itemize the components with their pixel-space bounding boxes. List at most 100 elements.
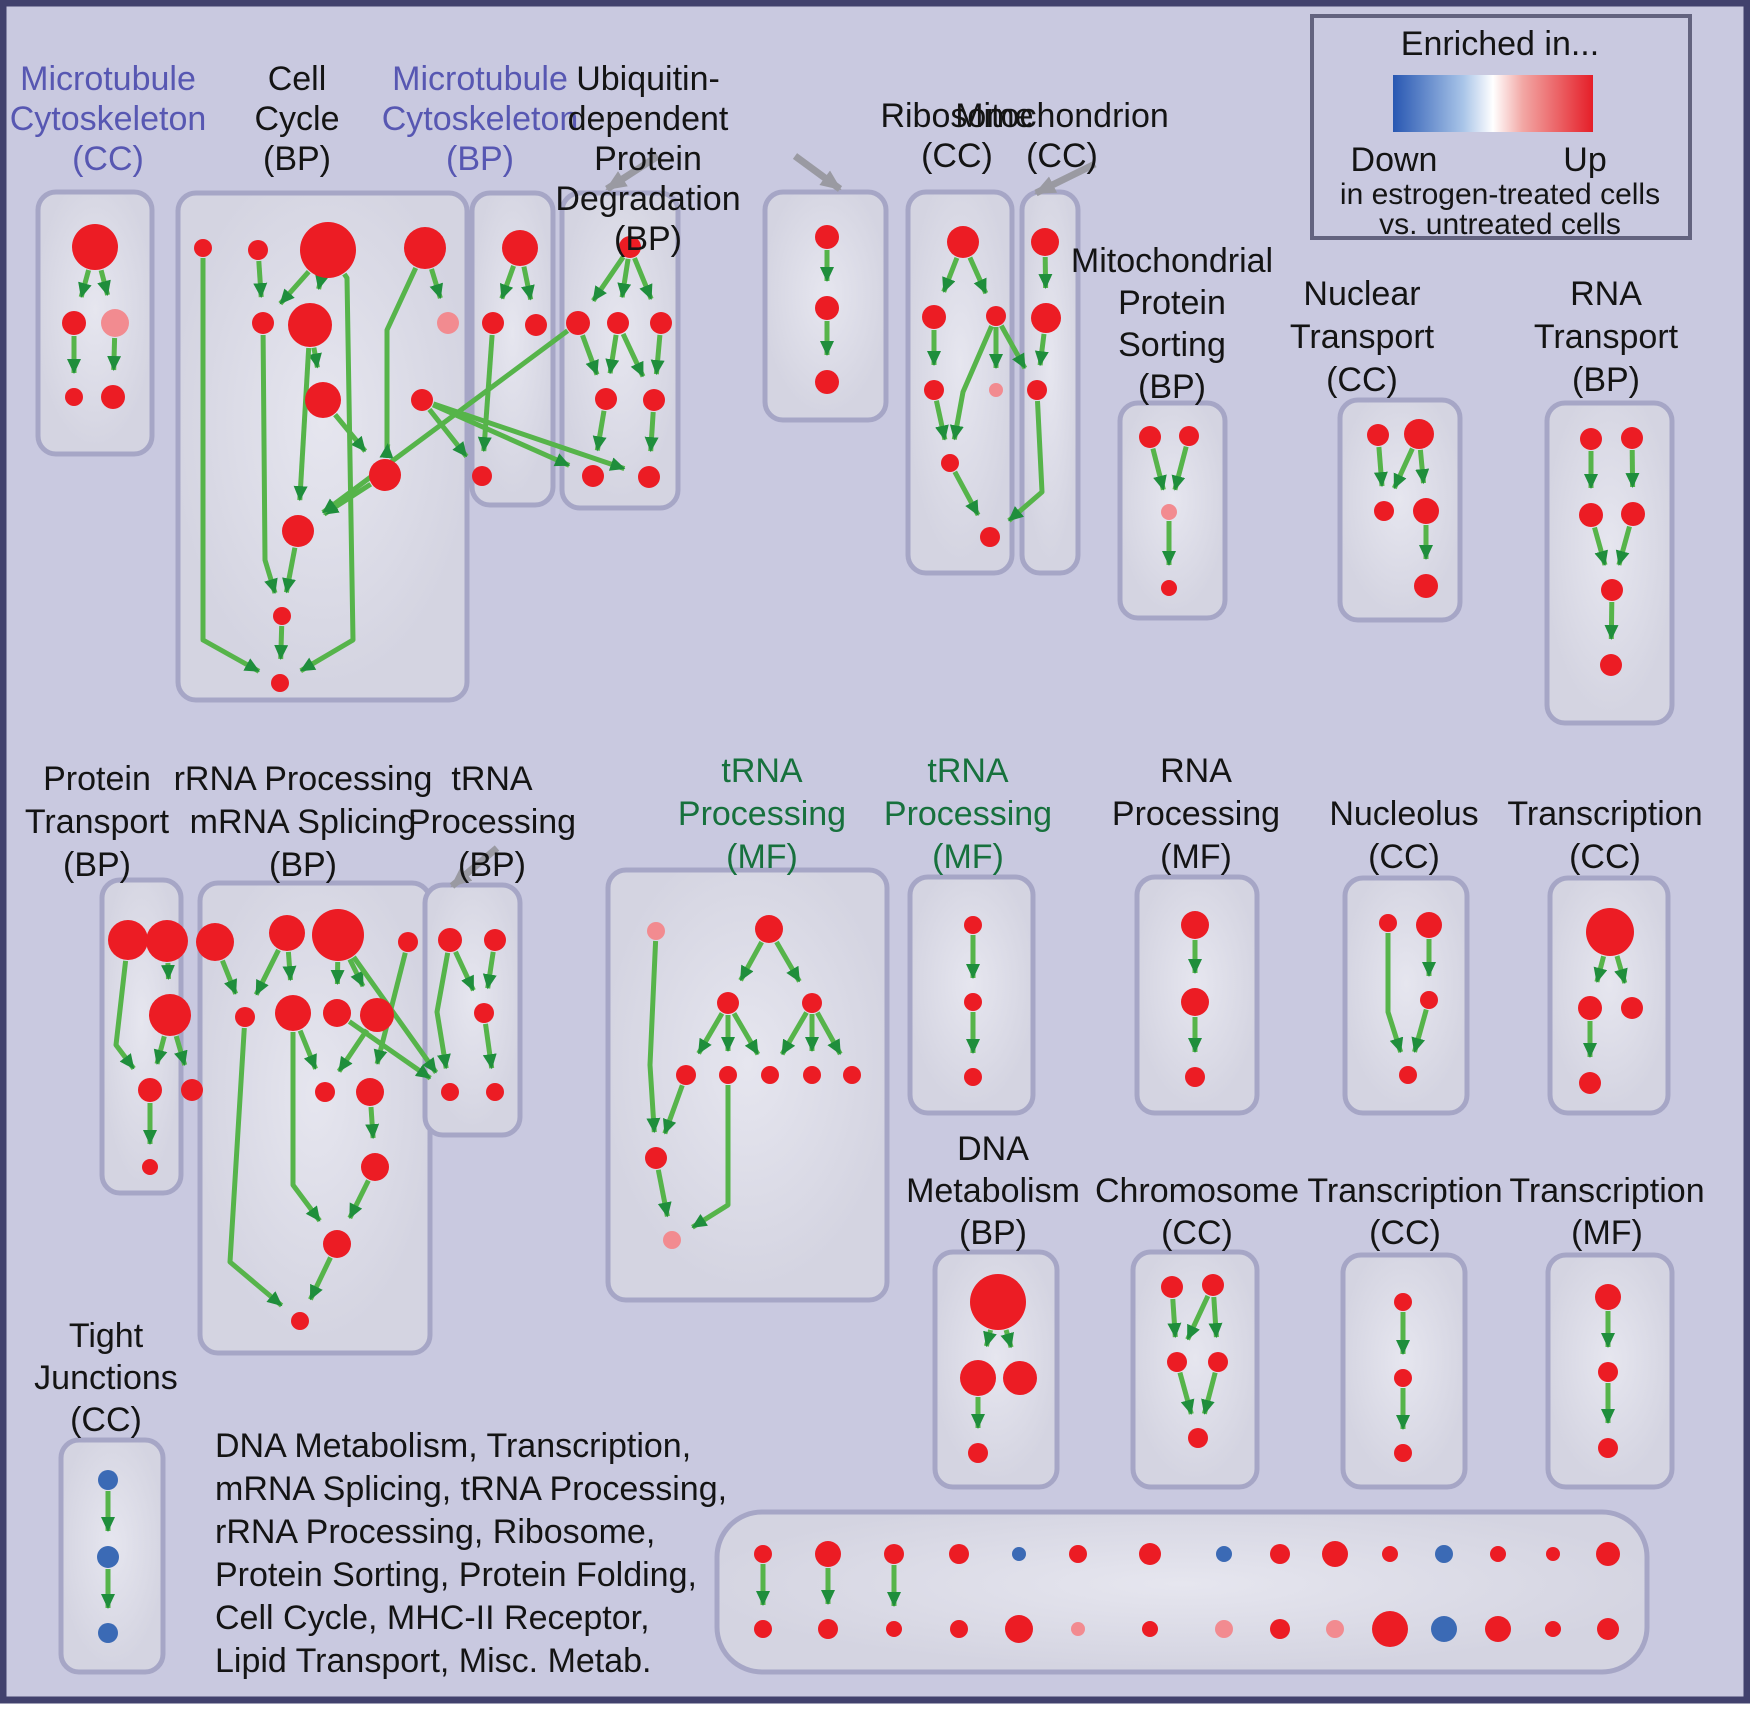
edge-nuc_t-TL-ML [1373, 446, 1388, 488]
mt_bp-MR-node [525, 314, 547, 336]
edge-mt_bp-T-MR [521, 266, 535, 301]
dna_met-label-line-2: Metabolism [906, 1172, 1080, 1210]
nuc_t-ML-node [1374, 501, 1394, 521]
nucleolus-TB-node [1416, 912, 1442, 938]
nuc_t-TL-node [1367, 424, 1389, 446]
trna_bp-BR-node [486, 1083, 504, 1101]
edge-rrna-M4-R3A [336, 1028, 369, 1073]
tight_j-label-line-1: Tight [69, 1317, 144, 1355]
prot_t-A2-node [146, 920, 188, 962]
mt_cc-ML-node [62, 311, 86, 335]
edge-prot_t-A2-B [160, 962, 175, 980]
ribosome-R3L-node [924, 380, 944, 400]
edge-cell_cycle-D-J [379, 266, 418, 459]
mito-label-line-1: Mitochondrion [955, 97, 1169, 135]
cell_cycle-I-node [411, 389, 433, 411]
ubi-T-node [619, 236, 641, 258]
mito-label-line-2: (CC) [1026, 137, 1098, 175]
edge-cell_cycle-L-M [274, 625, 289, 660]
edge-rrna-N3-M4 [347, 958, 366, 988]
edge-rrna-N2-M2 [282, 951, 297, 982]
edge-chromosome-TR-MR [1208, 1296, 1223, 1339]
edge-dna_met-T-MR [1000, 1329, 1014, 1349]
misc-t1-node [754, 1545, 772, 1563]
trna_mf_small-T-node [964, 916, 982, 934]
mt_bp-label-line-3: (BP) [446, 140, 514, 178]
prot_t-D-node [181, 1079, 203, 1101]
cell_cycle-J-node [369, 459, 401, 491]
misc-t6-node [1069, 1545, 1087, 1563]
prot_t-B-node [149, 994, 191, 1036]
edge-trna_mf_big-R1-CV [662, 1084, 685, 1135]
edge-dna_met-T-ML [983, 1329, 997, 1348]
label-pointer-arrow-2 [792, 153, 843, 192]
cell_cycle-H-node [305, 382, 341, 418]
edge-nucleolus-TS-B [1385, 933, 1404, 1054]
edge-cell_cycle-C-M [299, 272, 356, 673]
edge-ubi-T-R2L [591, 255, 626, 303]
rrna-box [197, 880, 433, 1356]
ribosome-T-node [947, 226, 979, 258]
mps-B-node [1161, 580, 1177, 596]
trna_mf_big-MR-node [802, 993, 822, 1013]
cell_cycle-D-node [404, 227, 446, 269]
edge-rrna-N2-M1 [253, 948, 281, 996]
edge-ubi-R2M-R3L [605, 334, 620, 375]
rna_t-label-line-1: RNA [1570, 275, 1642, 313]
rrna-N4-node [398, 932, 418, 952]
mt_bp-ML-node [482, 312, 504, 334]
rna_t-B-node [1600, 654, 1622, 676]
chromosome-label-line-2: (CC) [1161, 1214, 1233, 1252]
misc-t4-node [949, 1544, 969, 1564]
prot_t-E-node [142, 1159, 158, 1175]
mps-label-line-2: Protein [1118, 284, 1226, 322]
nuc_t-TR-node [1404, 419, 1434, 449]
legend-context-line-2: vs. untreated cells [1379, 208, 1621, 241]
tight_j-label-line-2: Junctions [34, 1359, 178, 1397]
edge-ubi-R2R-R3R [650, 334, 665, 376]
rrna-BOT-node [291, 1312, 309, 1330]
edge-ribosome-B1-B2 [952, 470, 981, 517]
ubi-R3L-node [595, 388, 617, 410]
ubi_chain-C2-node [815, 296, 839, 320]
cell_cycle-M-node [271, 674, 289, 692]
trans_mf-T-node [1595, 1284, 1621, 1310]
misc-t3-node [884, 1544, 904, 1564]
rrna-M4-node [360, 998, 394, 1032]
prot_t-C-node [138, 1078, 162, 1102]
edge-chromosome-MR-B [1201, 1371, 1218, 1415]
rrna-label-line-2: mRNA Splicing [190, 803, 417, 841]
edge-cell_cycle-A-M [200, 258, 261, 674]
rna_t-MR-node [1621, 502, 1645, 526]
trans_mf-M-node [1598, 1362, 1618, 1382]
ubi-label-line-5: (BP) [614, 220, 682, 258]
mito-B-node [1027, 380, 1047, 400]
cell_cycle-L-node [273, 607, 291, 625]
trna_bp-label-line-2: Processing [408, 803, 576, 841]
mito-M-node [1031, 303, 1061, 333]
edges-layer [67, 153, 1640, 1609]
edge-rrna-M1-BOT [227, 1027, 284, 1308]
trna_bp-BL-node [441, 1083, 459, 1101]
trans_cc2-M-node [1394, 1369, 1412, 1387]
dna_met-MR-node [1003, 1361, 1037, 1395]
rna_t-label-line-3: (BP) [1572, 361, 1640, 399]
rrna-M2-node [275, 995, 311, 1031]
mt_bp-B-node [472, 466, 492, 486]
ribosome-ML-node [922, 305, 946, 329]
nuc_t-B-node [1414, 574, 1438, 598]
trna_mf_big-label-line-2: Processing [678, 795, 846, 833]
prot_t-label-line-1: Protein [43, 760, 151, 798]
nucleolus-label-line-1: Nucleolus [1329, 795, 1478, 833]
edge-mito-M-B [1034, 333, 1049, 367]
legend-title: Enriched in... [1401, 25, 1599, 63]
nuc_t-label-line-3: (CC) [1326, 361, 1398, 399]
rrna-M3-node [323, 999, 351, 1027]
trna_mf_big-R5-node [843, 1066, 861, 1084]
nucleolus-B-node [1399, 1066, 1417, 1084]
edge-chromosome-TL-ML [1167, 1298, 1182, 1339]
rrna-M1-node [235, 1007, 255, 1027]
cell_cycle-C-node [300, 222, 356, 278]
dna_met-box [932, 1249, 1060, 1490]
